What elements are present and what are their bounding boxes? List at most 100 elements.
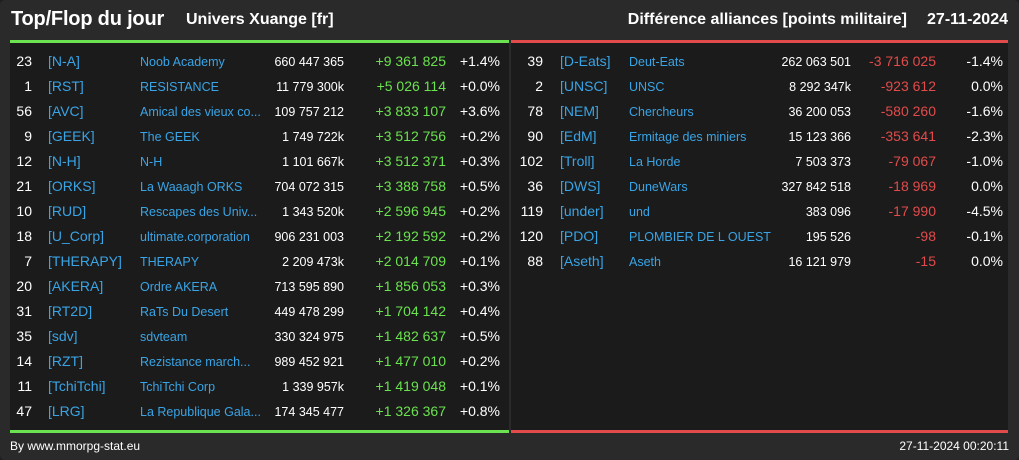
- alliance-tag-link[interactable]: [THERAPY]: [48, 253, 122, 269]
- top-row: 23 [N-A] Noob Academy 660 447 365 +9 361 825…: [10, 50, 509, 75]
- alliance-points: 36 200 053: [788, 105, 851, 119]
- alliance-name-link[interactable]: Ordre AKERA: [140, 280, 218, 294]
- alliance-tag-link[interactable]: [RUD]: [48, 203, 87, 219]
- alliance-name-link[interactable]: Amical des vieux co...: [140, 105, 261, 119]
- points-difference: +5 026 114: [376, 78, 446, 94]
- alliance-tag-link[interactable]: [RT2D]: [48, 303, 93, 319]
- generated-timestamp: 27-11-2024 00:20:11: [899, 439, 1009, 453]
- alliance-rank: 18: [16, 228, 32, 244]
- alliance-name-link[interactable]: Ermitage des miniers: [629, 130, 747, 144]
- percent-change: +0.2%: [459, 228, 500, 244]
- alliance-tag-link[interactable]: [under]: [560, 203, 604, 219]
- alliance-name-link[interactable]: DuneWars: [629, 180, 688, 194]
- percent-change: +0.1%: [459, 378, 500, 394]
- alliance-name-link[interactable]: Rescapes des Univ...: [140, 205, 258, 219]
- alliance-name-link[interactable]: Chercheurs: [629, 105, 694, 119]
- alliance-tag-link[interactable]: [GEEK]: [48, 128, 95, 144]
- alliance-rank: 88: [527, 253, 543, 269]
- alliance-rank: 11: [17, 378, 32, 394]
- alliance-name-link[interactable]: La Horde: [629, 155, 681, 169]
- points-difference: +2 596 945: [375, 203, 446, 219]
- alliance-tag-link[interactable]: [sdv]: [48, 328, 78, 344]
- alliance-points: 383 096: [805, 205, 851, 219]
- source-credit[interactable]: By www.mmorpg-stat.eu: [10, 439, 141, 453]
- alliance-points: 449 478 299: [274, 305, 344, 319]
- alliance-rank: 120: [519, 228, 543, 244]
- flop-row: 36 [DWS] DuneWars 327 842 518 -18 969 0.0%: [511, 175, 1008, 200]
- alliance-name-link[interactable]: The GEEK: [140, 130, 200, 144]
- alliance-name-link[interactable]: La Waaagh ORKS: [140, 180, 243, 194]
- top-row: 1 [RST] RESISTANCE 11 779 300k +5 026 114 +0.…: [10, 75, 509, 100]
- top-panel: 23 [N-A] Noob Academy 660 447 365 +9 361 825…: [10, 40, 509, 433]
- alliance-name-link[interactable]: PLOMBIER DE L OUEST: [629, 230, 771, 244]
- alliance-tag-link[interactable]: [ORKS]: [48, 178, 96, 194]
- alliance-name-link[interactable]: Aseth: [629, 255, 661, 269]
- alliance-tag-link[interactable]: [N-H]: [48, 153, 81, 169]
- alliance-tag-link[interactable]: [LRG]: [48, 403, 85, 419]
- alliance-name-link[interactable]: TchiTchi Corp: [140, 380, 216, 394]
- alliance-name-link[interactable]: RaTs Du Desert: [140, 305, 229, 319]
- alliance-tag-link[interactable]: [RZT]: [48, 353, 83, 369]
- alliance-tag-link[interactable]: [Troll]: [560, 153, 595, 169]
- alliance-name-link[interactable]: N-H: [140, 155, 163, 169]
- percent-change: +3.6%: [459, 103, 500, 119]
- alliance-rank: 10: [16, 203, 32, 219]
- alliance-points: 906 231 003: [274, 230, 344, 244]
- alliance-tag-link[interactable]: [PDO]: [560, 228, 599, 244]
- alliance-tag-link[interactable]: [AVC]: [48, 103, 84, 119]
- alliance-tag-link[interactable]: [TchiTchi]: [48, 378, 106, 394]
- alliance-points: 7 503 373: [795, 155, 851, 169]
- alliance-points: 1 343 520k: [282, 205, 344, 219]
- percent-change: +0.0%: [459, 78, 500, 94]
- points-difference: -3 716 025: [869, 53, 936, 69]
- alliance-name-link[interactable]: Deut-Eats: [629, 55, 685, 69]
- top-row: 20 [AKERA] Ordre AKERA 713 595 890 +1 856 05…: [10, 275, 509, 300]
- alliance-name-link[interactable]: und: [629, 205, 650, 219]
- points-difference: +2 014 709: [375, 253, 446, 269]
- alliance-name-link[interactable]: THERAPY: [140, 255, 200, 269]
- percent-change: +1.4%: [459, 53, 500, 69]
- points-difference: +1 704 142: [375, 303, 446, 319]
- percent-change: +0.2%: [459, 203, 500, 219]
- alliance-name-link[interactable]: Rezistance march...: [140, 355, 251, 369]
- alliance-tag-link[interactable]: [DWS]: [560, 178, 601, 194]
- alliance-points: 15 123 366: [788, 130, 851, 144]
- points-difference: +2 192 592: [375, 228, 446, 244]
- flop-panel: 39 [D-Eats] Deut-Eats 262 063 501 -3 716 025…: [511, 40, 1008, 433]
- alliance-points: 1 749 722k: [282, 130, 344, 144]
- alliance-name-link[interactable]: ultimate.corporation: [140, 230, 250, 244]
- alliance-points: 8 292 347k: [789, 80, 851, 94]
- alliance-tag-link[interactable]: [EdM]: [560, 128, 597, 144]
- alliance-tag-link[interactable]: [UNSC]: [560, 78, 608, 94]
- alliance-tag-link[interactable]: [AKERA]: [48, 278, 104, 294]
- alliance-tag-link[interactable]: [Aseth]: [560, 253, 604, 269]
- flop-row: 119 [under] und 383 096 -17 990 -4.5%: [511, 200, 1008, 225]
- percent-change: +0.8%: [459, 403, 500, 419]
- alliance-rank: 35: [16, 328, 32, 344]
- alliance-tag-link[interactable]: [RST]: [48, 78, 84, 94]
- alliance-rank: 31: [16, 303, 32, 319]
- alliance-points: 262 063 501: [781, 55, 851, 69]
- percent-change: 0.0%: [971, 78, 1003, 94]
- alliance-rank: 39: [527, 53, 543, 69]
- alliance-tag-link[interactable]: [D-Eats]: [560, 53, 611, 69]
- alliance-rank: 23: [16, 53, 32, 69]
- percent-change: +0.5%: [459, 328, 500, 344]
- alliance-points: 660 447 365: [274, 55, 344, 69]
- alliance-name-link[interactable]: RESISTANCE: [140, 80, 219, 94]
- points-difference: +3 512 371: [375, 153, 446, 169]
- percent-change: +0.5%: [459, 178, 500, 194]
- alliance-tag-link[interactable]: [U_Corp]: [48, 228, 105, 244]
- alliance-tag-link[interactable]: [N-A]: [48, 53, 80, 69]
- alliance-name-link[interactable]: La Republique Gala...: [140, 405, 261, 419]
- alliance-name-link[interactable]: sdvteam: [140, 330, 188, 344]
- percent-change: -4.5%: [966, 203, 1003, 219]
- alliance-tag-link[interactable]: [NEM]: [560, 103, 599, 119]
- top-row: 12 [N-H] N-H 1 101 667k +3 512 371 +0.3%: [10, 150, 509, 175]
- alliance-name-link[interactable]: Noob Academy: [140, 55, 225, 69]
- points-difference: -98: [915, 228, 936, 244]
- top-row: 31 [RT2D] RaTs Du Desert 449 478 299 +1 704 …: [10, 300, 509, 325]
- alliance-points: 1 101 667k: [282, 155, 344, 169]
- alliance-name-link[interactable]: UNSC: [629, 80, 665, 94]
